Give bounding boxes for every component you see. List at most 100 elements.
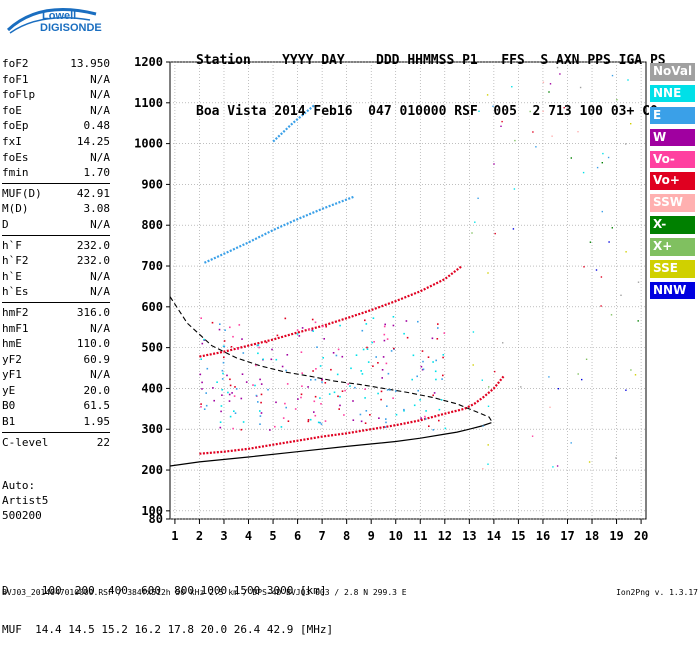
ionogram-chart: 1 2 3 4 5 6 7 8 9 10 11 12 13 14 15 16 17 18 19 20801002003… xyxy=(134,55,648,543)
echo-dot xyxy=(383,333,386,336)
param-name: foE xyxy=(2,103,22,117)
echo-dot xyxy=(441,378,443,380)
echo-dot xyxy=(271,348,273,351)
echo-dot xyxy=(422,360,424,363)
param-row: h`Es N/A xyxy=(2,284,110,300)
param-name: foF2 xyxy=(2,57,29,70)
echo-dot xyxy=(365,323,368,325)
echo-dot xyxy=(600,276,603,278)
echo-dot xyxy=(252,384,254,386)
echo-dot xyxy=(200,406,202,408)
echo-dot xyxy=(314,414,317,417)
echo-dot xyxy=(442,374,444,377)
echo-dot xyxy=(360,420,363,423)
echo-dot xyxy=(219,323,221,325)
echo-dot xyxy=(583,266,585,268)
echo-dot xyxy=(443,332,446,334)
echo-dot xyxy=(240,397,243,400)
param-separator xyxy=(2,234,110,236)
echo-dot xyxy=(502,342,504,344)
x-tick-label: 2 xyxy=(196,529,203,543)
param-name: C-level xyxy=(2,435,49,449)
echo-dot xyxy=(611,74,614,77)
y-tick-label: 100 xyxy=(141,504,163,518)
echo-dot xyxy=(286,354,289,356)
echo-dot xyxy=(366,346,368,349)
echo-dot xyxy=(440,399,443,401)
polarization-legend: NoVal NNE E W Vo- Vo+ SSW X- X+ SSE NNW xyxy=(650,63,695,304)
echo-dot xyxy=(531,435,534,437)
echo-dot xyxy=(589,241,592,243)
param-name: foEp xyxy=(2,119,29,133)
param-name: h`Es xyxy=(2,285,29,299)
echo-dot xyxy=(392,324,395,327)
echo-dot xyxy=(403,332,405,335)
x-tick-label: 19 xyxy=(609,529,623,543)
echo-dot xyxy=(307,420,310,423)
param-value: 316.0 xyxy=(76,305,110,319)
echo-dot xyxy=(487,444,489,446)
y-tick-label: 500 xyxy=(141,341,163,355)
echo-dot xyxy=(395,390,397,392)
param-value: 1.70 xyxy=(83,166,111,180)
echo-dot xyxy=(582,171,585,174)
echo-dot xyxy=(585,358,588,360)
echo-dot xyxy=(350,367,352,370)
echo-dot xyxy=(227,391,229,394)
echo-dot xyxy=(405,320,408,322)
echo-dot xyxy=(420,365,423,368)
echo-dot xyxy=(301,385,303,387)
echo-dot xyxy=(223,345,226,348)
echo-dot xyxy=(360,370,362,372)
echo-dot xyxy=(395,413,398,416)
echo-dot xyxy=(260,412,263,414)
echo-dot xyxy=(364,388,366,390)
y-tick-label: 600 xyxy=(141,300,163,314)
param-row: foF1 N/A xyxy=(2,72,110,88)
echo-dot xyxy=(559,73,561,75)
echo-dot xyxy=(205,392,207,394)
echo-dot xyxy=(294,408,297,410)
param-name: h`F xyxy=(2,238,22,252)
param-row: yF2 60.9 xyxy=(2,352,110,368)
echo-dot xyxy=(297,398,299,400)
echo-dot xyxy=(419,399,421,401)
echo-dot xyxy=(229,326,231,329)
x-tick-label: 6 xyxy=(294,529,301,543)
echo-dot xyxy=(238,324,241,326)
echo-dot xyxy=(383,339,386,342)
param-value: 3.08 xyxy=(83,202,111,216)
echo-dot xyxy=(637,281,640,283)
echo-dot xyxy=(601,162,603,164)
param-row: foE N/A xyxy=(2,103,110,119)
param-name: h`E xyxy=(2,269,22,283)
echo-dot xyxy=(275,401,277,404)
echo-dot xyxy=(222,361,225,364)
param-row: foF2 13.950 xyxy=(2,56,110,72)
param-name: MUF(D) xyxy=(2,186,42,200)
echo-dot xyxy=(512,228,515,230)
echo-dot xyxy=(262,358,264,361)
echo-dot xyxy=(385,421,387,424)
muf-frequency-row: MUF 14.4 14.5 15.2 16.2 17.8 20.0 26.4 4… xyxy=(2,623,334,636)
echo-dot xyxy=(390,350,393,352)
param-row: B0 61.5 xyxy=(2,398,110,414)
echo-dot xyxy=(548,376,550,378)
echo-dot xyxy=(325,325,327,328)
echo-dot xyxy=(218,328,221,331)
y-tick-label: 200 xyxy=(141,463,163,477)
echo-dot xyxy=(312,330,314,332)
echo-dot xyxy=(315,368,317,370)
param-name: hmF2 xyxy=(2,305,29,319)
echo-dot xyxy=(321,378,323,381)
echo-dot xyxy=(296,333,299,335)
dashed-profile xyxy=(169,296,494,423)
param-name: hmE xyxy=(2,337,22,351)
param-value: 22 xyxy=(96,435,110,449)
param-value: 20.0 xyxy=(83,383,111,397)
echo-dot xyxy=(224,329,226,331)
x-tick-label: 18 xyxy=(585,529,599,543)
echo-dot xyxy=(494,370,496,373)
param-name: D xyxy=(2,217,9,231)
param-name: fmin xyxy=(2,166,29,180)
